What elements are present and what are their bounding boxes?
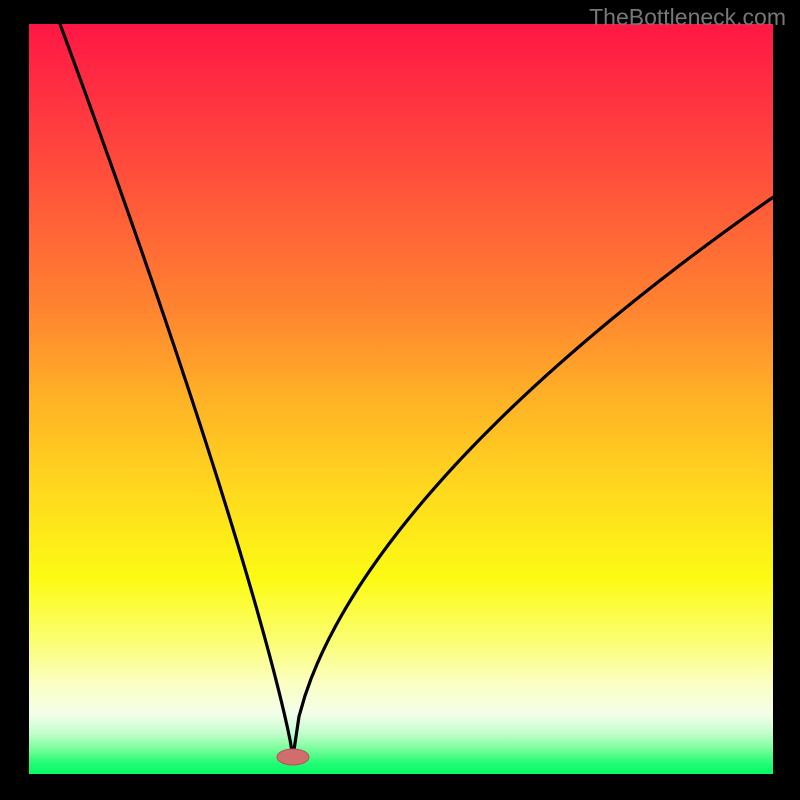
gradient-background	[29, 24, 773, 774]
chart-svg	[29, 24, 773, 774]
minimum-marker	[277, 749, 309, 765]
chart-plot-area	[29, 24, 773, 774]
watermark-text: TheBottleneck.com	[589, 4, 786, 31]
root-container: { "watermark": { "text": "TheBottleneck.…	[0, 0, 800, 800]
